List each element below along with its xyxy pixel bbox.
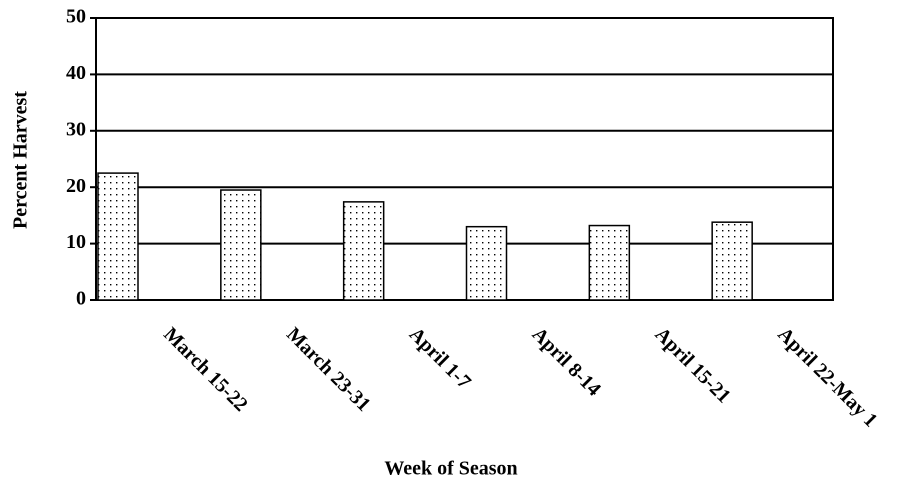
x-tick-label: April 15-21 <box>651 323 735 407</box>
bar <box>342 201 385 301</box>
bar <box>220 189 262 301</box>
x-tick-label: April 1-7 <box>405 323 475 393</box>
x-tick-label: March 23-31 <box>282 323 375 416</box>
plot-frame <box>95 17 834 301</box>
y-tick-label: 40 <box>66 62 86 84</box>
x-tick-label: March 15-22 <box>159 323 252 416</box>
y-tick-label: 20 <box>66 175 86 197</box>
y-tick-label: 50 <box>66 6 86 28</box>
y-tick-label: 30 <box>66 118 86 140</box>
x-axis-label: Week of Season <box>384 458 517 480</box>
x-tick-label: April 8-14 <box>528 323 605 400</box>
y-tick-label: 10 <box>66 231 86 253</box>
x-tick-label: April 22-May 1 <box>773 323 881 431</box>
bar <box>97 172 139 301</box>
y-axis-label: Percent Harvest <box>10 91 32 229</box>
y-tick-label: 0 <box>76 288 86 310</box>
bar <box>465 225 508 301</box>
bar <box>711 221 753 301</box>
bar <box>588 224 631 301</box>
